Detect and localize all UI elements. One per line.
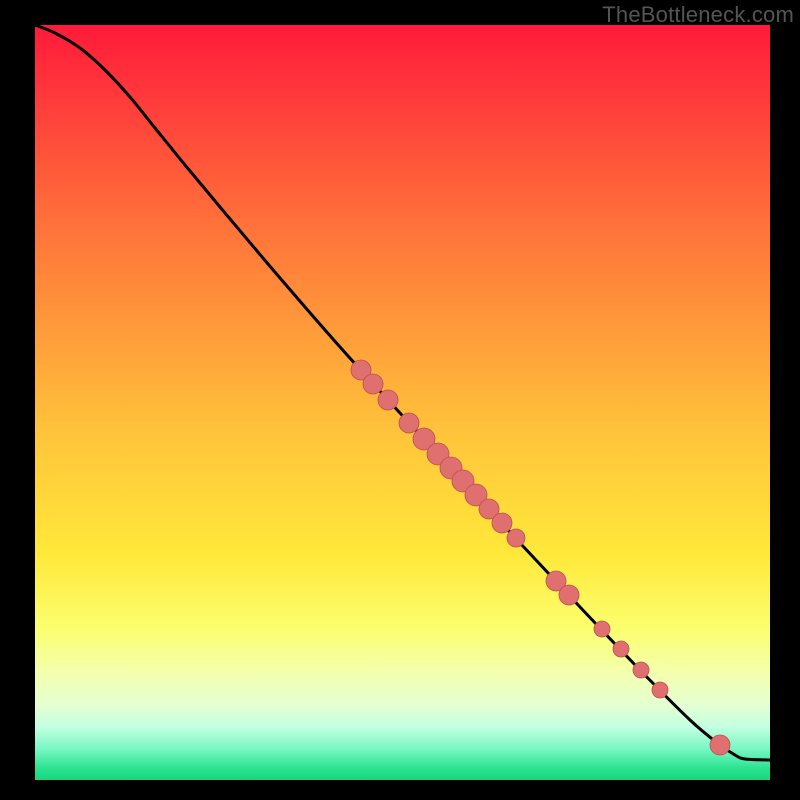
data-marker [633, 662, 649, 678]
data-marker [652, 682, 668, 698]
watermark-text: TheBottleneck.com [602, 2, 794, 28]
chart-svg [0, 0, 800, 800]
data-marker [492, 513, 512, 533]
data-marker [363, 374, 383, 394]
data-marker [378, 390, 398, 410]
plot-gradient-background [35, 25, 770, 780]
data-marker [507, 529, 525, 547]
data-marker [559, 585, 579, 605]
data-marker [710, 735, 730, 755]
data-marker [399, 413, 419, 433]
data-marker [594, 621, 610, 637]
data-marker [613, 641, 629, 657]
bottleneck-chart: TheBottleneck.com [0, 0, 800, 800]
